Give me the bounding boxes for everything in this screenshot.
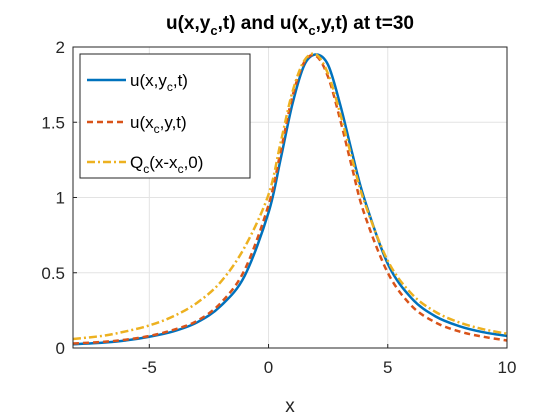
y-tick-label: 1.5 xyxy=(41,113,65,132)
ticks: -5 0 5 10 0 0.5 1 1.5 2 xyxy=(41,38,516,377)
legend-box xyxy=(79,53,251,179)
y-tick-label: 0.5 xyxy=(41,264,65,283)
y-tick-label: 2 xyxy=(56,38,65,57)
x-tick-label: 10 xyxy=(498,358,517,377)
x-tick-label: 5 xyxy=(383,358,392,377)
x-axis-label: x xyxy=(285,396,295,417)
chart-title: u(x,yc,t) and u(xc,y,t) at t=30 xyxy=(166,13,414,38)
y-tick-label: 0 xyxy=(56,339,65,358)
legend-label-3: Qc(x-xc,0) xyxy=(130,153,203,176)
legend-label-1: u(x,yc,t) xyxy=(130,71,188,94)
series-layer xyxy=(72,52,508,346)
x-tick-label: -5 xyxy=(142,358,157,377)
series-line-3 xyxy=(72,52,508,341)
x-tick-label: 0 xyxy=(264,358,273,377)
legend: u(x,yc,t) u(xc,y,t) Qc(x-xc,0) xyxy=(79,53,251,179)
y-tick-label: 1 xyxy=(56,189,65,208)
legend-label-2: u(xc,y,t) xyxy=(130,113,187,136)
series-line-1 xyxy=(72,53,508,346)
